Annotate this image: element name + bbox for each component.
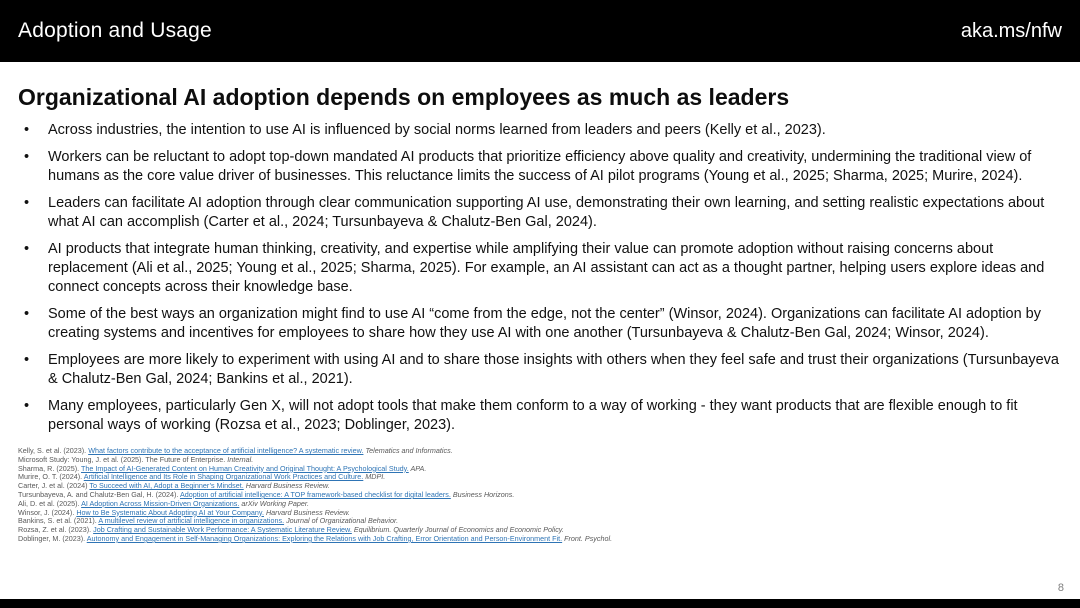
reference-text: Business Horizons. [450,489,515,499]
reference-line: Kelly, S. et al. (2023). What factors co… [18,446,1062,456]
reference-text: Tursunbayeva, A. and Chalutz-Ben Gal, H.… [18,489,180,499]
header-bar: Adoption and Usage aka.ms/nfw [0,0,1080,62]
bullet-icon: • [24,352,30,368]
reference-text: Front. Psychol. [562,533,613,543]
bullet-list: • Across industries, the intention to us… [18,121,1062,435]
reference-link[interactable]: How to Be Systematic About Adopting AI a… [76,507,264,517]
reference-link[interactable]: What factors contribute to the acceptanc… [88,446,364,455]
bullet-text: Workers can be reluctant to adopt top-do… [48,149,1032,184]
reference-text: Ali, D. et al. (2025). [18,498,82,508]
reference-link[interactable]: Autonomy and Engagement in Self-Managing… [86,533,563,543]
bullet-item: • AI products that integrate human think… [18,240,1062,297]
reference-text: arXiv Working Paper. [239,498,309,508]
reference-line: Microsoft Study: Young, J. et al. (2025)… [18,454,1062,465]
slide-content: Organizational AI adoption depends on em… [0,62,1080,599]
reference-text: Harvard Business Review. [263,507,350,517]
page-title: Organizational AI adoption depends on em… [18,84,790,110]
bullet-text: Many employees, particularly Gen X, will… [48,398,1018,433]
bullet-text: Leaders can facilitate AI adoption throu… [48,195,1045,230]
reference-text: Murire, O. T. (2024). [18,472,84,482]
header-title: Adoption and Usage [18,19,212,42]
reference-line: Winsor, J. (2024). How to Be Systematic … [18,507,1062,518]
reference-line: Ali, D. et al. (2025). AI Adoption Acros… [18,498,1062,509]
header-link: aka.ms/nfw [960,19,1062,42]
bullet-text: AI products that integrate human thinkin… [48,241,1045,295]
reference-line: Carter, J. et al. (2024) To Succeed with… [18,481,1062,491]
bullet-item: • Some of the best ways an organization … [18,305,1062,343]
reference-link[interactable]: A multilevel review of artificial intell… [98,516,285,526]
reference-line: Doblinger, M. (2023). Autonomy and Engag… [18,533,1062,544]
bottom-bar [0,599,1080,608]
reference-text: Harvard Business Review. [243,481,330,491]
reference-text: Telematics and Informatics. [363,446,453,455]
reference-line: Murire, O. T. (2024). Artificial Intelli… [18,472,1062,482]
reference-text: Rozsa, Z. et al. (2023). [18,525,94,535]
bullet-icon: • [24,241,30,257]
reference-text: APA. [408,463,427,473]
reference-link[interactable]: AI Adoption Across Mission-Driven Organi… [81,498,240,508]
reference-text: Winsor, J. (2024). [18,507,77,517]
bullet-icon: • [24,149,30,165]
reference-link[interactable]: The Impact of AI-Generated Content on Hu… [81,463,409,473]
bullet-icon: • [24,398,30,414]
bullet-text: Employees are more likely to experiment … [48,352,1059,387]
reference-line: Sharma, R. (2025). The Impact of AI-Gene… [18,463,1062,474]
reference-text: Internal. [227,454,254,464]
reference-text: Microsoft Study: Young, J. et al. (2025)… [18,454,228,464]
references-list: Kelly, S. et al. (2023). What factors co… [18,446,1062,544]
bullet-item: • Across industries, the intention to us… [18,121,1062,140]
bullet-item: • Leaders can facilitate AI adoption thr… [18,194,1062,232]
reference-line: Bankins, S. et al. (2021). A multilevel … [18,516,1062,526]
reference-link[interactable]: Job Crafting and Sustainable Work Perfor… [93,525,352,535]
bullet-text: Across industries, the intention to use … [48,122,826,138]
reference-text: Sharma, R. (2025). [18,463,81,473]
reference-text: Journal of Organizational Behavior. [284,516,399,526]
reference-line: Rozsa, Z. et al. (2023). Job Crafting an… [18,525,1062,535]
reference-line: Tursunbayeva, A. and Chalutz-Ben Gal, H.… [18,489,1062,500]
reference-text: Doblinger, M. (2023). [18,533,87,543]
reference-text: MDPI. [363,472,386,482]
bullet-icon: • [24,195,30,211]
bullet-item: • Workers can be reluctant to adopt top-… [18,148,1062,186]
bullet-icon: • [24,122,30,138]
bullet-icon: • [24,306,30,322]
reference-link[interactable]: Adoption of artificial intelligence: A T… [179,489,451,499]
reference-text: Kelly, S. et al. (2023). [18,446,89,455]
reference-text: Carter, J. et al. (2024) [18,481,90,491]
reference-link[interactable]: Artificial Intelligence and Its Role in … [83,472,364,482]
reference-text: Bankins, S. et al. (2021). [18,516,99,526]
reference-link[interactable]: To Succeed with AI, Adopt a Beginner’s M… [89,481,244,491]
reference-text: Equilibrium. Quarterly Journal of Econom… [351,525,564,535]
bullet-item: • Employees are more likely to experimen… [18,351,1062,389]
bullet-text: Some of the best ways an organization mi… [48,306,1041,341]
page-number: 8 [1057,582,1064,594]
bullet-item: • Many employees, particularly Gen X, wi… [18,397,1062,435]
